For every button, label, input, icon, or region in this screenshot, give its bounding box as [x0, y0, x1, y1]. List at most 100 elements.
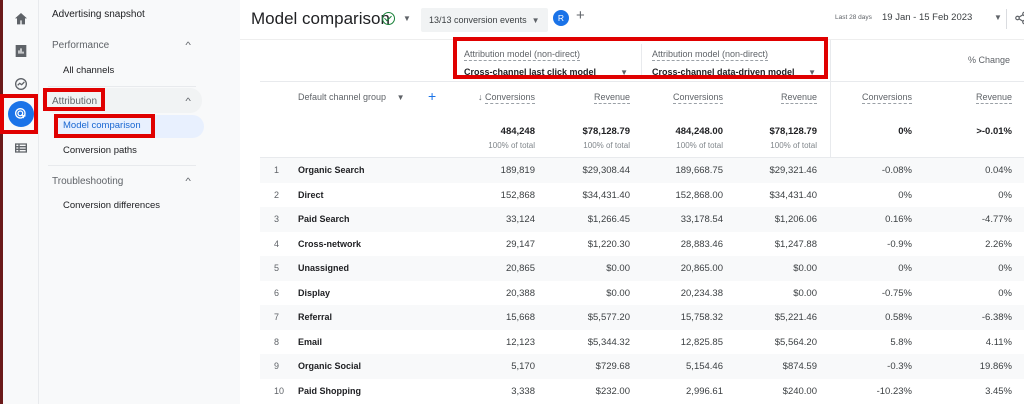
- model-label: Attribution model (non-direct): [464, 49, 581, 61]
- cell-value: -0.75%: [881, 287, 912, 299]
- comparison-avatar[interactable]: R: [553, 10, 569, 26]
- total-conversions-2: 484,248.00 100% of total: [675, 126, 723, 150]
- column-header-revenue[interactable]: Revenue: [540, 92, 630, 104]
- cell-value: 0%: [898, 263, 912, 274]
- highlight-box-attribution: [43, 88, 105, 111]
- table-row[interactable]: 2 Direct 152,868 $34,431.40 152,868.00 $34,43…: [260, 183, 1024, 208]
- explore-icon[interactable]: [12, 75, 30, 93]
- conversion-events-dropdown[interactable]: 13/13 conversion events ▼: [421, 8, 548, 32]
- cell-value: $5,221.46: [774, 312, 817, 323]
- column-header-revenue-change[interactable]: Revenue: [920, 92, 1012, 104]
- advertising-icon[interactable]: [8, 101, 34, 127]
- cell-value: 0%: [998, 189, 1012, 201]
- chevron-up-icon[interactable]: ^: [185, 40, 191, 50]
- table-row[interactable]: 6 Display 20,388 $0.00 20,234.38 $0.00 -0.75% 0…: [260, 281, 1024, 306]
- table-row[interactable]: 5 Unassigned 20,865 $0.00 20,865.00 $0.00 0% 0%: [260, 256, 1024, 281]
- table-row[interactable]: 7 Referral 15,668 $5,577.20 15,758.32 $5,221.…: [260, 305, 1024, 330]
- home-icon[interactable]: [12, 10, 30, 28]
- cell-value: 20,865.00: [680, 263, 723, 274]
- cell-value: 15,758.32: [680, 312, 723, 323]
- total-conversions-1: 484,248 100% of total: [488, 126, 535, 150]
- model-selector-1[interactable]: Attribution model (non-direct) Cross-cha…: [456, 40, 636, 80]
- row-index: 9: [274, 361, 280, 371]
- cell-value: 15,668: [505, 312, 535, 323]
- cell-value: $1,247.88: [774, 238, 817, 250]
- configure-icon[interactable]: [12, 139, 30, 157]
- table-row[interactable]: 9 Organic Social 5,170 $729.68 5,154.46 $874.…: [260, 354, 1024, 379]
- cell-value: $1,206.06: [774, 214, 817, 225]
- pct-change-header: % Change: [968, 55, 1011, 65]
- sidebar-section-attribution[interactable]: Attribution: [52, 96, 98, 107]
- chevron-up-icon[interactable]: ^: [185, 176, 191, 186]
- table-row[interactable]: 4 Cross-network 29,147 $1,220.30 28,883.46 $1…: [260, 232, 1024, 257]
- model-value: Cross-channel last click model: [464, 67, 597, 77]
- reports-icon[interactable]: [12, 42, 30, 60]
- table-row[interactable]: 8 Email 12,123 $5,344.32 12,825.85 $5,564.20 5…: [260, 330, 1024, 355]
- cell-value: 20,234.38: [680, 287, 723, 299]
- sidebar-section-troubleshooting[interactable]: Troubleshooting: [52, 176, 124, 187]
- cell-value: 0.16%: [885, 214, 912, 225]
- cell-value: $232.00: [595, 385, 630, 397]
- table-row[interactable]: 3 Paid Search 33,124 $1,266.45 33,178.54 $1,2…: [260, 207, 1024, 232]
- sidebar-section-performance[interactable]: Performance: [52, 40, 110, 51]
- add-comparison-button[interactable]: +: [576, 7, 585, 24]
- total-revenue-change: >-0.01%: [976, 126, 1012, 137]
- cell-value: 0%: [898, 189, 912, 201]
- sidebar-item-model-comparison[interactable]: Model comparison: [63, 120, 141, 131]
- cell-value: 5.8%: [890, 336, 912, 348]
- nav-rail: [0, 0, 39, 404]
- cell-value: 3.45%: [985, 385, 1012, 397]
- row-index: 5: [274, 263, 280, 273]
- cell-value: -0.3%: [887, 361, 912, 372]
- channel-name: Display: [298, 287, 331, 298]
- share-icon[interactable]: [1014, 11, 1024, 25]
- model-label: Attribution model (non-direct): [652, 49, 769, 61]
- date-caret-icon[interactable]: ▼: [994, 13, 1002, 22]
- table-row[interactable]: 1 Organic Search 189,819 $29,308.44 189,668.…: [260, 158, 1024, 183]
- chevron-up-icon[interactable]: ^: [185, 96, 191, 106]
- column-label: Conversions: [672, 92, 723, 104]
- sidebar-item-conversion-differences[interactable]: Conversion differences: [63, 200, 160, 211]
- sidebar-item-all-channels[interactable]: All channels: [63, 65, 115, 76]
- cell-value: $874.59: [782, 361, 817, 372]
- cell-value: $5,564.20: [774, 336, 817, 348]
- title-dropdown-caret[interactable]: ▼: [403, 14, 411, 23]
- column-label: Revenue: [975, 92, 1012, 104]
- cell-value: $0.00: [606, 263, 630, 274]
- sidebar-item-advertising-snapshot[interactable]: Advertising snapshot: [52, 9, 145, 20]
- column-header-conversions[interactable]: Conversions: [640, 92, 723, 104]
- row-index: 3: [274, 214, 280, 224]
- conversion-events-label: 13/13 conversion events: [429, 15, 527, 25]
- cell-value: 0.58%: [885, 312, 912, 323]
- cell-value: 20,388: [505, 287, 535, 299]
- channel-name: Referral: [298, 312, 333, 322]
- cell-value: 2,996.61: [686, 385, 723, 397]
- cell-value: 4.11%: [985, 336, 1012, 348]
- column-header-conversions-change[interactable]: Conversions: [830, 92, 912, 104]
- model-selector-2[interactable]: Attribution model (non-direct) Cross-cha…: [644, 40, 824, 80]
- model-dropdown[interactable]: Cross-channel last click model ▼: [464, 67, 628, 77]
- column-header-conversions[interactable]: ↓ Conversions: [460, 92, 535, 104]
- add-dimension-button[interactable]: +: [428, 88, 437, 104]
- divider: [641, 44, 642, 76]
- table-row[interactable]: 10 Paid Shopping 3,338 $232.00 2,996.61 $240.…: [260, 379, 1024, 404]
- page-title: Model comparison: [251, 9, 390, 28]
- sidebar-item-conversion-paths[interactable]: Conversion paths: [63, 145, 137, 156]
- date-range-picker[interactable]: 19 Jan - 15 Feb 2023: [882, 12, 973, 23]
- divider: [48, 86, 196, 87]
- channel-name: Paid Shopping: [298, 385, 361, 396]
- column-label: Revenue: [780, 92, 817, 104]
- column-header-revenue[interactable]: Revenue: [730, 92, 817, 104]
- row-index: 7: [274, 312, 280, 322]
- caret-down-icon: ▼: [620, 67, 628, 77]
- column-label: Revenue: [593, 92, 630, 104]
- dimension-selector[interactable]: Default channel group ▼: [298, 92, 405, 102]
- divider: [260, 157, 1024, 158]
- cell-value: $5,577.20: [587, 312, 630, 323]
- row-index: 10: [274, 385, 285, 396]
- cell-value: 3,338: [511, 385, 535, 397]
- cell-value: 189,668.75: [675, 165, 723, 176]
- model-dropdown[interactable]: Cross-channel data-driven model ▼: [652, 67, 816, 77]
- channel-name: Organic Search: [298, 165, 365, 175]
- cell-value: $34,431.40: [582, 189, 630, 201]
